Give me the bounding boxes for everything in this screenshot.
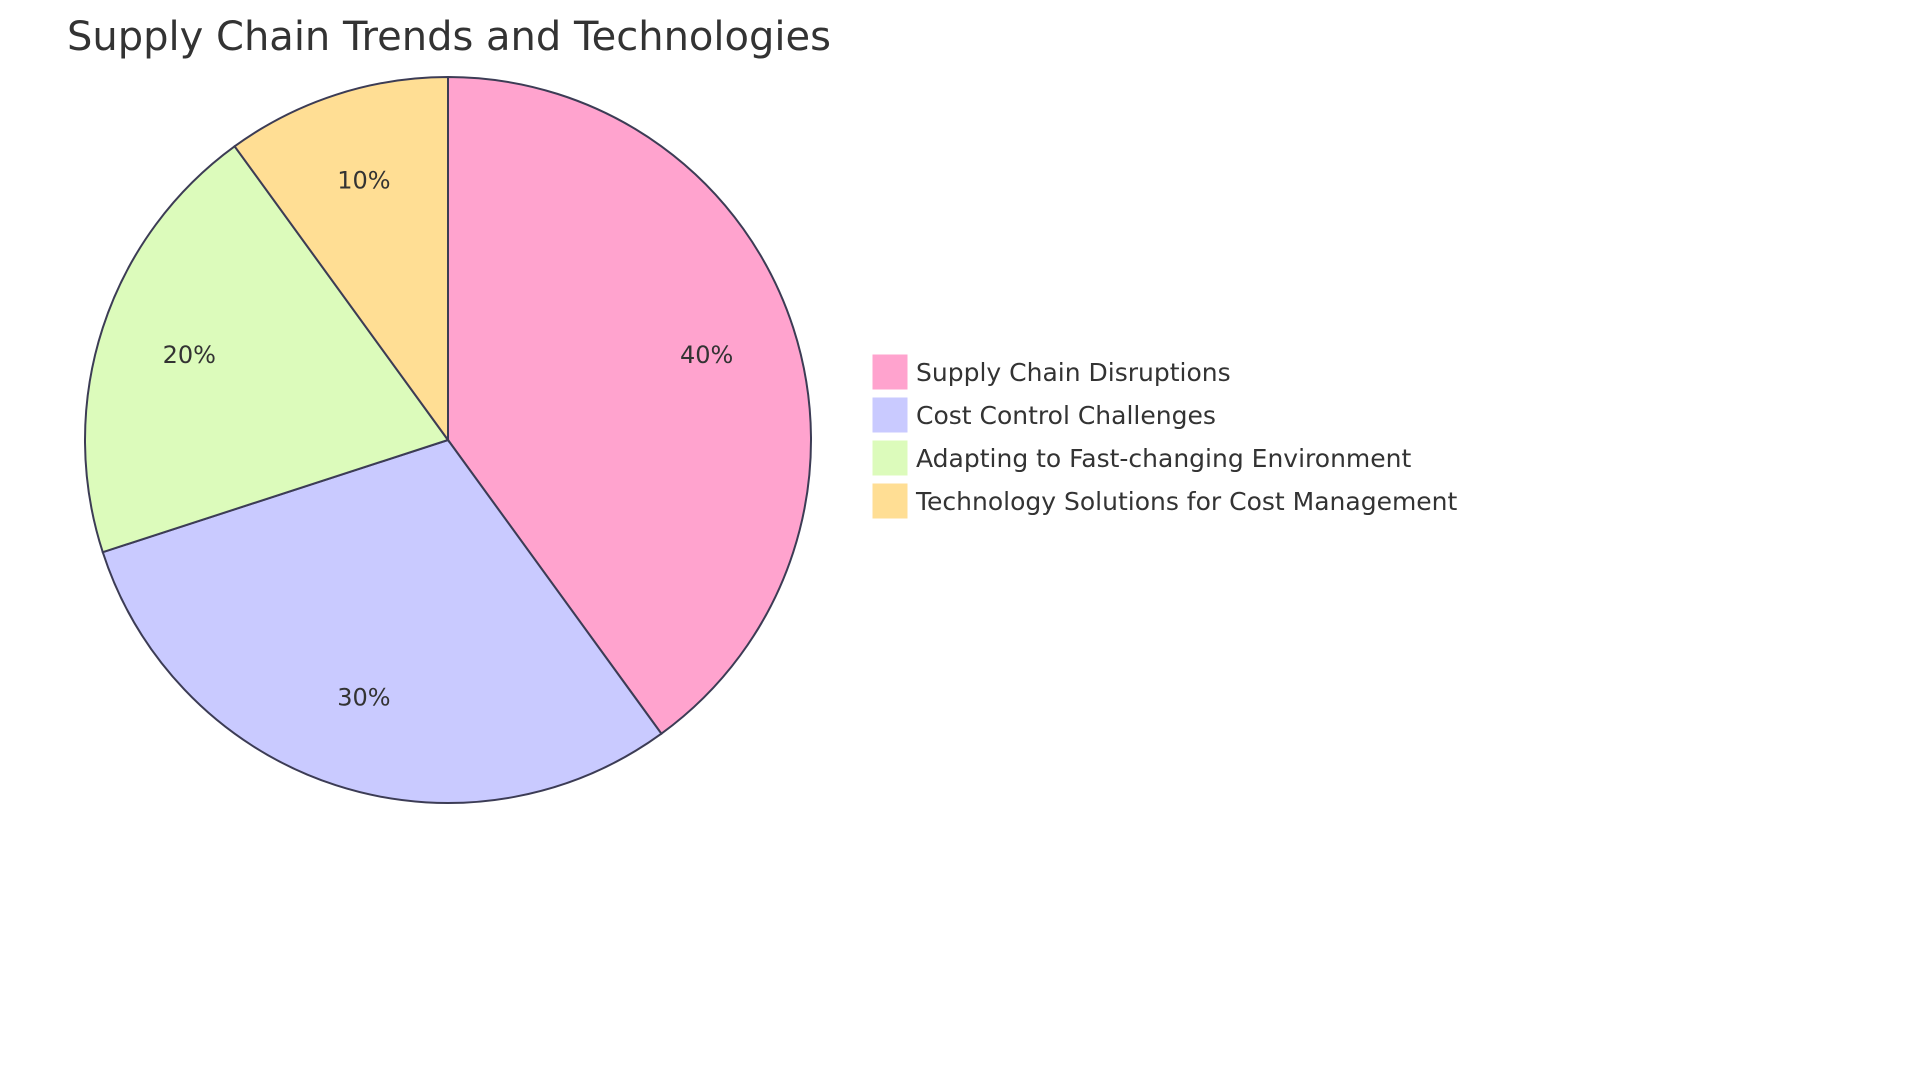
pie-chart: Supply Chain Trends and Technologies 40%… xyxy=(67,14,1458,804)
pie-slice-3 xyxy=(84,144,450,554)
slice-label-2: 30% xyxy=(337,684,390,712)
legend-label-3: Adapting to Fast-changing Environment xyxy=(916,444,1411,473)
slice-label-4: 10% xyxy=(337,166,390,194)
legend-swatch-4 xyxy=(871,482,909,520)
pie-slice-2 xyxy=(101,438,663,804)
legend-label-2: Cost Control Challenges xyxy=(916,401,1216,430)
pie-slice-1 xyxy=(447,75,812,736)
legend-label-1: Supply Chain Disruptions xyxy=(916,358,1231,387)
chart-title: Supply Chain Trends and Technologies xyxy=(67,14,831,60)
legend-swatch-3 xyxy=(871,439,909,477)
legend-label-4: Technology Solutions for Cost Management xyxy=(915,487,1458,516)
legend-swatch-2 xyxy=(871,396,909,434)
pie-slice-4 xyxy=(233,75,449,444)
slice-label-1: 40% xyxy=(680,341,733,369)
legend-swatch-1 xyxy=(871,353,909,391)
slice-label-3: 20% xyxy=(163,341,216,369)
